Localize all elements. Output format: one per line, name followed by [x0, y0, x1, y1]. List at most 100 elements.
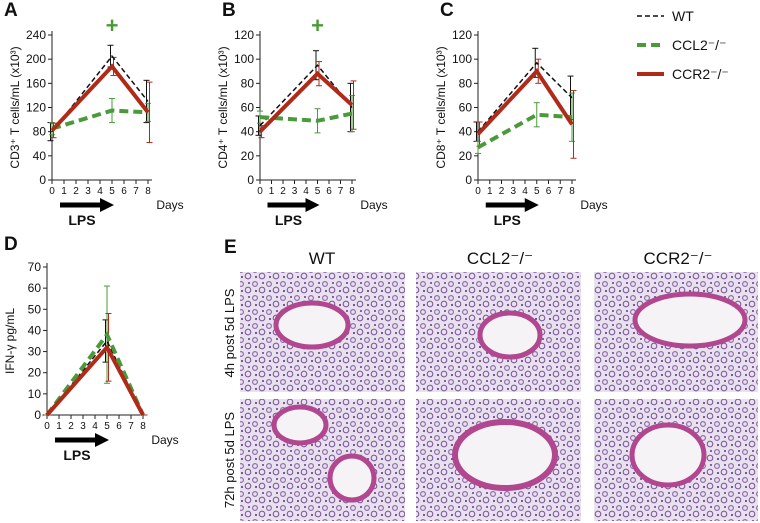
y-tick-label: 0: [247, 173, 254, 187]
micrographs: [240, 272, 758, 521]
y-tick-label: 120: [26, 101, 46, 115]
x-tick-label: 5: [315, 186, 321, 197]
x-tick-label: 7: [557, 186, 563, 197]
series-line: [258, 70, 354, 134]
series-line: [477, 61, 573, 133]
y-tick-label: 70: [28, 260, 42, 274]
x-tick-label: 1: [269, 186, 275, 197]
airway: [273, 300, 351, 350]
x-tick-label: 8: [569, 186, 575, 197]
x-tick-label: 4: [92, 421, 98, 432]
x-tick-label: 5: [104, 421, 110, 432]
y-tick-label: 20: [459, 149, 473, 163]
series-line: [51, 108, 149, 131]
y-tick-label: 40: [241, 125, 255, 139]
x-tick-label: 6: [326, 186, 332, 197]
y-axis-label: CD4⁺ T cells/mL (x10³): [216, 46, 230, 168]
x-tick-label: 2: [280, 186, 286, 197]
y-tick-label: 30: [28, 345, 42, 359]
x-tick-label: 7: [338, 186, 344, 197]
x-tick-label: 0: [257, 186, 263, 197]
lps-arrowhead: [305, 198, 320, 212]
x-tick-label: 5: [534, 186, 540, 197]
x-tick-label: 1: [487, 186, 493, 197]
x-tick-label: 4: [522, 186, 528, 197]
x-tick-label: 2: [73, 186, 79, 197]
series-line: [477, 112, 573, 150]
y-tick-label: 50: [28, 302, 42, 316]
y-axis-label: CD8⁺ T cells/mL (x10³): [434, 46, 448, 168]
y-tick-label: 20: [241, 149, 255, 163]
airway: [327, 453, 377, 503]
x-tick-label: 7: [128, 421, 134, 432]
x-tick-label: 5: [109, 186, 115, 197]
x-tick-label: 3: [510, 186, 516, 197]
legend-label: CCL2⁻/⁻: [672, 37, 726, 53]
airway: [629, 422, 707, 488]
x-axis-label: Days: [151, 433, 178, 447]
x-tick-label: 6: [121, 186, 127, 197]
lps-arrowhead: [100, 198, 114, 212]
y-tick-label: 0: [39, 173, 46, 187]
x-axis-label: Days: [156, 198, 183, 212]
y-tick-label: 60: [241, 101, 255, 115]
histology-panel: E WT CCL2⁻/⁻ CCR2⁻/⁻ 4h post 5d LPS 72h …: [222, 237, 758, 521]
y-tick-label: 0: [34, 408, 41, 422]
legend-label: CCR2⁻/⁻: [672, 66, 729, 82]
x-tick-label: 1: [56, 421, 62, 432]
x-tick-label: 8: [349, 186, 355, 197]
y-tick-label: 80: [33, 125, 47, 139]
series-line: [45, 343, 145, 417]
arrow-label: LPS: [494, 212, 521, 228]
arrow-label: LPS: [68, 212, 95, 228]
lps-arrowhead: [524, 198, 539, 212]
y-tick-label: 10: [28, 387, 42, 401]
x-tick-label: 2: [68, 421, 74, 432]
column-label: CCL2⁻/⁻: [467, 249, 533, 268]
panel-label: E: [224, 237, 237, 258]
x-tick-label: 2: [499, 186, 505, 197]
x-tick-label: 1: [61, 186, 67, 197]
x-tick-label: 3: [80, 421, 86, 432]
y-tick-label: 100: [234, 52, 254, 66]
y-axis-label: CD3⁺ T cells/mL (x10³): [8, 46, 22, 168]
significance-mark: +: [106, 13, 119, 38]
panel-label: D: [4, 234, 18, 255]
x-tick-label: 0: [475, 186, 481, 197]
y-tick-label: 200: [26, 52, 46, 66]
series-line: [259, 64, 353, 127]
x-tick-label: 0: [44, 421, 50, 432]
y-tick-label: 160: [26, 76, 46, 90]
series-line: [50, 63, 150, 132]
x-tick-label: 6: [546, 186, 552, 197]
y-tick-label: 0: [465, 173, 472, 187]
row-label: 72h post 5d LPS: [222, 412, 237, 508]
y-tick-label: 60: [459, 101, 473, 115]
row-label: 4h post 5d LPS: [222, 288, 237, 377]
panel-label: C: [440, 0, 454, 21]
x-tick-label: 0: [49, 186, 55, 197]
airway: [477, 310, 543, 360]
x-tick-label: 4: [303, 186, 309, 197]
x-tick-label: 3: [85, 186, 91, 197]
lps-arrowhead: [95, 433, 109, 447]
y-tick-label: 120: [234, 28, 254, 42]
column-label: CCR2⁻/⁻: [644, 249, 713, 268]
series-line: [259, 111, 353, 123]
y-tick-label: 20: [28, 366, 42, 380]
airway: [271, 404, 329, 446]
airway: [632, 291, 748, 349]
arrow-label: LPS: [63, 447, 90, 463]
x-tick-label: 7: [133, 186, 139, 197]
y-tick-label: 100: [452, 52, 472, 66]
x-tick-label: 8: [145, 186, 151, 197]
y-tick-label: 80: [459, 76, 473, 90]
arrow-label: LPS: [275, 212, 302, 228]
y-tick-label: 240: [26, 28, 46, 42]
y-tick-label: 60: [28, 281, 42, 295]
y-axis-label: IFN-γ pg/mL: [3, 308, 17, 374]
x-axis-label: Days: [360, 198, 387, 212]
